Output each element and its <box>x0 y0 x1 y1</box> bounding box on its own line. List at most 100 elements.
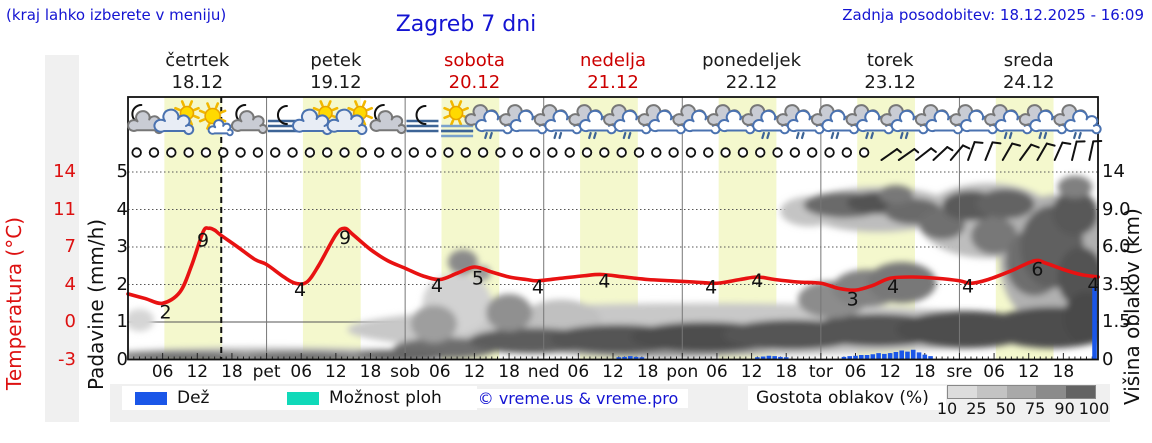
calm-wind-icon <box>391 147 402 158</box>
calm-wind-icon <box>858 147 870 158</box>
rain-bar <box>910 349 916 360</box>
day-name: nedelja <box>579 50 646 71</box>
x-axis-labels: 06 12 18 pet 06 12 18 sob 06 12 18 ned 06 12 18 pon 06 12… <box>152 362 1074 382</box>
x-tick-day: sre <box>946 362 972 382</box>
cloud-scale-tick: 100 <box>1078 399 1110 418</box>
x-tick-hour: 12 <box>1018 362 1040 382</box>
day-date: 21.12 <box>587 72 639 93</box>
calm-wind-icon <box>183 147 194 158</box>
wind-barb-icon <box>880 148 902 161</box>
moon-cloud-icon <box>230 104 268 135</box>
calm-wind-icon <box>321 147 333 158</box>
calm-wind-icon <box>443 147 454 158</box>
axis-tick-value: 3 <box>116 236 128 257</box>
rain-bar <box>887 353 893 360</box>
x-tick-hour: 06 <box>706 362 728 382</box>
calm-wind-icon <box>841 147 853 158</box>
cloud-scale-swatch <box>1006 386 1037 398</box>
axis-tick-value: 4 <box>116 198 128 220</box>
x-tick-day: sob <box>390 362 420 382</box>
x-tick-hour: 06 <box>845 362 867 382</box>
day-name: četrtek <box>165 50 230 71</box>
x-tick-day: ned <box>528 362 560 382</box>
wind-barb-icon <box>1019 143 1040 161</box>
calm-wind-icon <box>651 147 662 158</box>
calm-wind-icon <box>495 147 506 158</box>
x-tick-hour: 18 <box>637 362 659 382</box>
moon-cloud-icon <box>369 104 407 135</box>
rain-bar <box>916 352 922 360</box>
calm-wind-icon <box>200 147 212 158</box>
rain-bar <box>899 350 904 360</box>
page-title: Zagreb 7 dni <box>395 12 537 37</box>
calm-wind-icon <box>408 147 420 158</box>
calm-wind-icon <box>772 147 783 158</box>
calm-wind-icon <box>529 147 541 158</box>
calm-wind-icon <box>789 147 801 158</box>
temperature-value-label: 9 <box>197 229 209 251</box>
rain-bar <box>847 356 853 360</box>
temperature-value-label: 4 <box>705 277 717 299</box>
cloud-scale-swatch <box>1065 386 1096 398</box>
axis-tick-value: 4 <box>64 273 76 295</box>
axis-tick-value: 14 <box>53 161 76 182</box>
day-date: 19.12 <box>310 72 362 93</box>
x-tick-hour: 06 <box>983 362 1005 382</box>
sun-cloud-icon <box>326 100 374 136</box>
rain-bar <box>622 356 627 360</box>
weather-icons-row <box>127 100 1102 140</box>
rain-bar <box>864 355 870 360</box>
axis-tick-value: 0 <box>1102 348 1114 370</box>
left-axis-strip <box>45 55 79 422</box>
day-label: ponedeljek 22.12 <box>682 50 822 94</box>
calm-wind-icon <box>235 147 246 158</box>
calm-wind-icon <box>252 147 264 158</box>
rain-bar <box>882 353 887 360</box>
x-tick-hour: 12 <box>186 362 208 382</box>
calm-wind-icon <box>599 147 610 158</box>
x-tick-hour: 18 <box>360 362 382 382</box>
x-tick-hour: 06 <box>429 362 451 382</box>
axis-tick-value: 11 <box>53 198 76 220</box>
x-tick-day: pet <box>253 362 281 382</box>
rain-bar <box>893 352 899 360</box>
wind-barb-icon <box>915 147 937 161</box>
wind-barb-icon <box>984 141 1002 161</box>
calm-wind-icon <box>218 147 229 158</box>
x-tick-hour: 18 <box>498 362 520 382</box>
cloud-scale-swatch <box>977 386 1007 398</box>
day-label: sobota 20.12 <box>404 50 544 94</box>
wind-barb-icon <box>897 148 920 161</box>
temperature-value-label: 6 <box>1031 259 1043 281</box>
day-date: 23.12 <box>864 72 916 93</box>
wind-barb-icon <box>1001 142 1021 161</box>
calm-wind-icon <box>356 147 368 158</box>
copyright-link[interactable]: © vreme.us & vreme.pro <box>468 389 688 408</box>
wind-barb-icon <box>949 144 971 161</box>
cloud-density-scale <box>947 385 1096 399</box>
temperature-value-label: 4 <box>751 270 763 292</box>
rain-bar <box>853 355 858 360</box>
temperature-curve <box>126 226 1100 306</box>
x-tick-hour: 06 <box>152 362 174 382</box>
day-date: 20.12 <box>448 72 501 93</box>
cloud-scale-swatch <box>1036 386 1066 398</box>
day-label: petek 19.12 <box>266 50 406 94</box>
day-name: ponedeljek <box>702 50 802 71</box>
temperature-value-label: 3 <box>847 289 859 311</box>
temperature-value-label: 4 <box>598 271 610 293</box>
rain-bar <box>841 356 847 360</box>
calm-wind-icon <box>633 147 645 158</box>
wind-barb-icon <box>1088 139 1103 161</box>
calm-wind-icon <box>806 147 818 158</box>
temperature-value-label: 2 <box>159 301 171 323</box>
calm-wind-icon <box>477 147 489 158</box>
sun-fog-icon <box>441 100 474 138</box>
calm-wind-icon <box>668 147 679 158</box>
menu-hint-note: (kraj lahko izberete v meniju) <box>6 6 227 24</box>
calm-wind-icon <box>425 147 437 158</box>
x-tick-day: tor <box>809 362 833 382</box>
plot-border <box>127 96 1099 361</box>
cloud-scale-tick: 25 <box>966 399 987 418</box>
